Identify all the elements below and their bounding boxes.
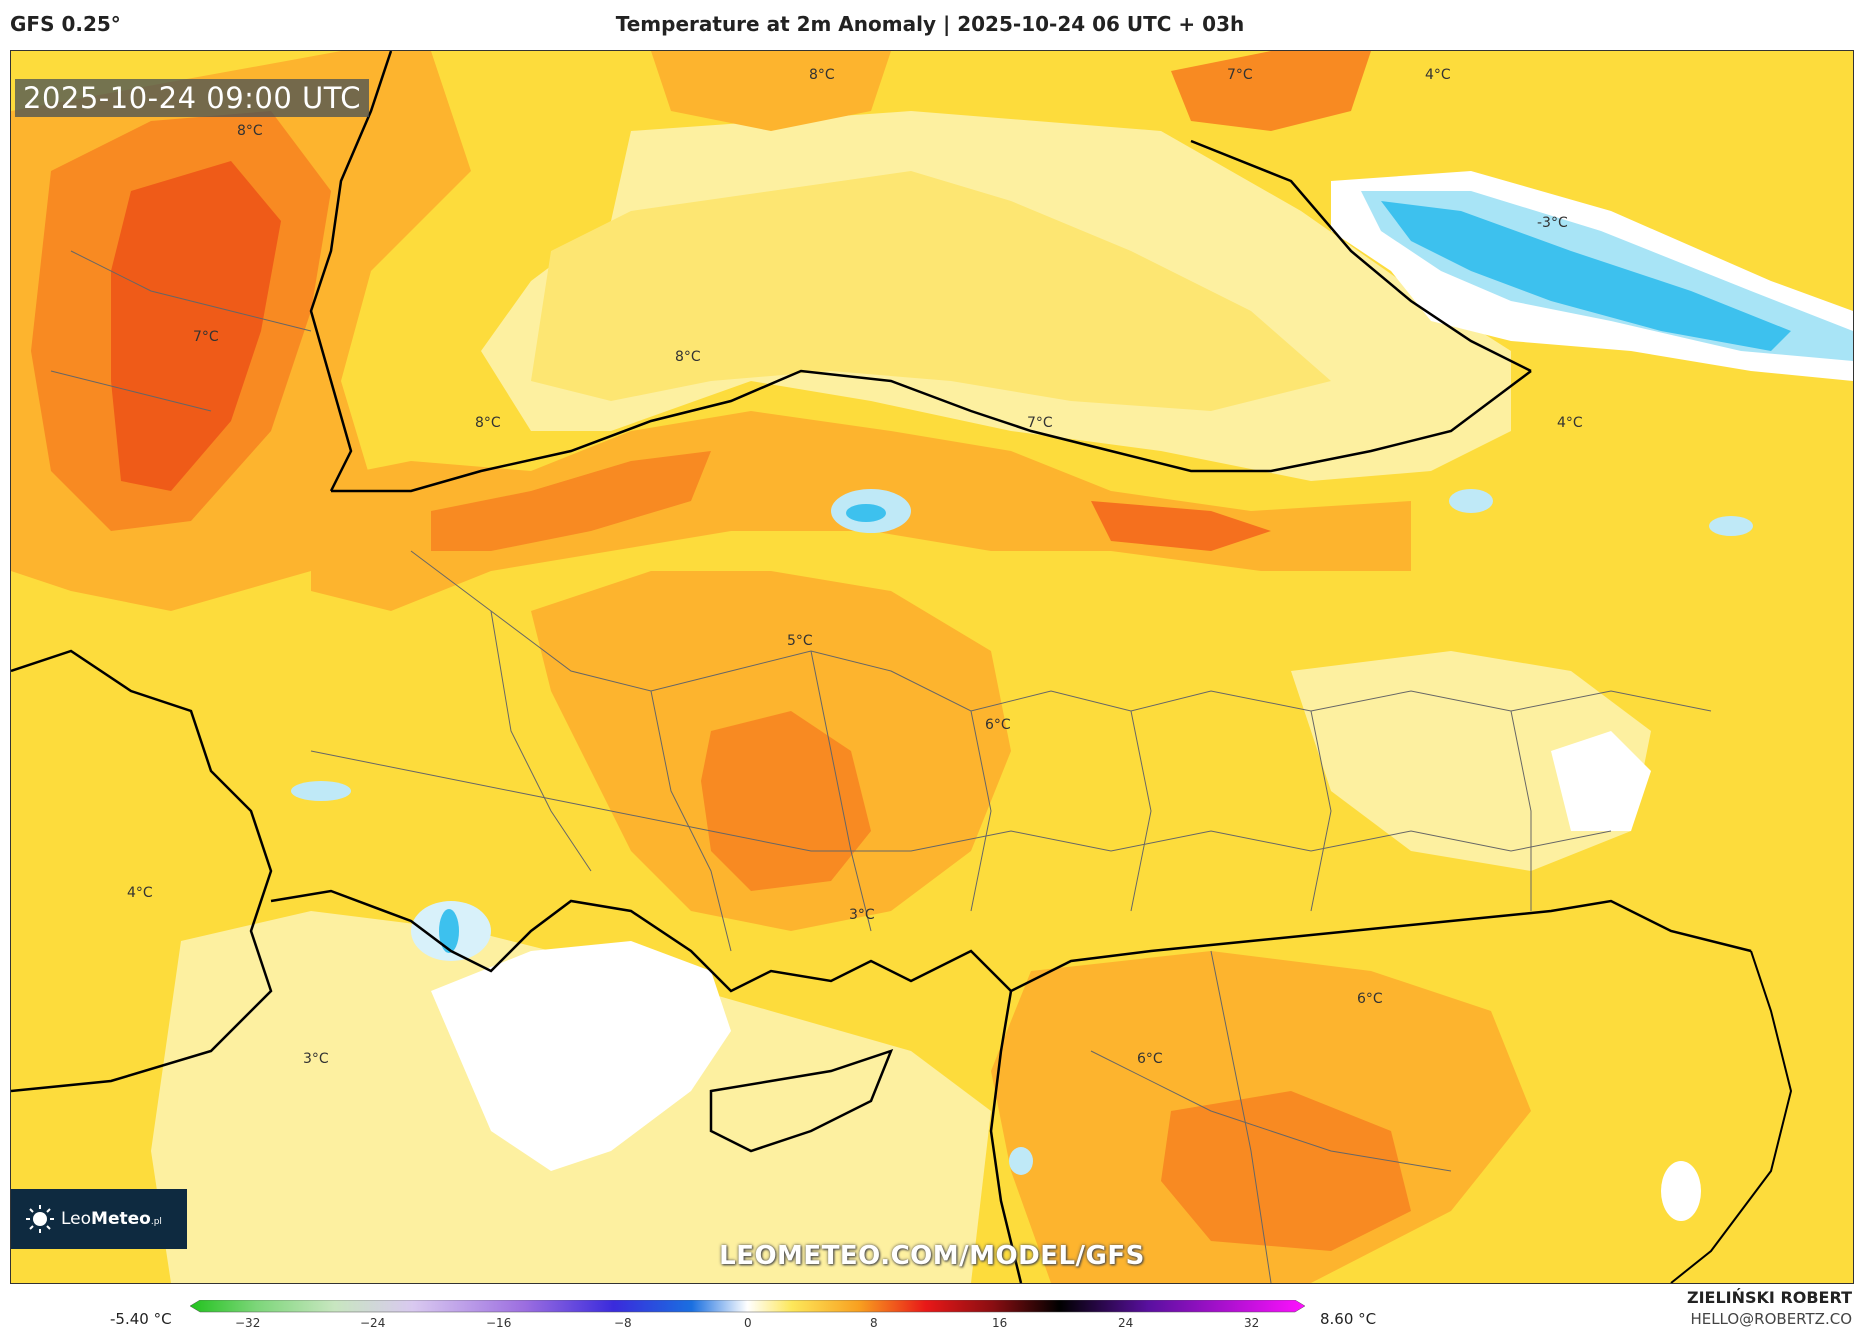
- levant-coastline: [989, 990, 1023, 1283]
- east-white-patch: [1551, 731, 1651, 831]
- cold-spot-west: [291, 781, 351, 801]
- colorbar-tick: −8: [614, 1316, 632, 1330]
- map-label: 5°C: [787, 633, 813, 649]
- map-label: 8°C: [675, 349, 701, 365]
- colorbar-tick: −32: [235, 1316, 261, 1330]
- map-label: 6°C: [1357, 991, 1383, 1007]
- colorbar-tick: 16: [992, 1316, 1008, 1330]
- east-pale-zone: [1291, 651, 1651, 871]
- sun-icon: [26, 1205, 54, 1233]
- map-label: 3°C: [849, 907, 875, 923]
- mediterranean-coastline: [270, 889, 1012, 993]
- map-label: -3°C: [1537, 215, 1568, 231]
- aegean-coast: [11, 649, 273, 1093]
- colorbar-min-label: -5.40 °C: [110, 1310, 172, 1328]
- north-coast-hot-belt: [431, 451, 711, 551]
- cold-spot-east: [1709, 516, 1753, 536]
- cold-spot-central-north-core: [846, 504, 886, 522]
- logo-text: LeoMeteo.pl: [61, 1209, 162, 1229]
- anomaly-map: [11, 51, 1853, 1283]
- syria-border: [1010, 899, 1752, 993]
- map-label: 4°C: [1425, 67, 1451, 83]
- map-label: 8°C: [475, 415, 501, 431]
- map-label: 8°C: [237, 123, 263, 139]
- cold-spot-levant: [1009, 1147, 1033, 1175]
- author-name: ZIELIŃSKI ROBERT: [1686, 1288, 1852, 1307]
- map-label: 4°C: [1557, 415, 1583, 431]
- southeast-hot-zone: [1161, 1091, 1411, 1251]
- iraq-border: [1670, 950, 1793, 1283]
- model-name: GFS 0.25°: [10, 12, 121, 36]
- map-label: 8°C: [809, 67, 835, 83]
- colorbar-tick: 32: [1244, 1316, 1260, 1330]
- map-title: Temperature at 2m Anomaly | 2025-10-24 0…: [615, 12, 1245, 36]
- central-anatolia-hot-zone: [701, 711, 871, 891]
- colorbar-tick: −24: [360, 1316, 386, 1330]
- site-watermark: LEOMETEO.COM/MODEL/GFS: [719, 1241, 1145, 1271]
- colorbar-tick: 8: [870, 1316, 878, 1330]
- colorbar-tick: 0: [744, 1316, 752, 1330]
- valid-time-badge: 2025-10-24 09:00 UTC: [15, 79, 370, 117]
- north-east-hot-patch: [1091, 501, 1271, 551]
- map-label: 7°C: [193, 329, 219, 345]
- province-lines: [50, 250, 1712, 1283]
- map-label: 4°C: [127, 885, 153, 901]
- north-top-hot-patch: [1171, 51, 1371, 131]
- black-sea-mid-zone: [531, 171, 1331, 411]
- colorbar-max-label: 8.60 °C: [1320, 1310, 1377, 1328]
- colorbar-tick: −16: [486, 1316, 512, 1330]
- colorbar: [190, 1300, 1305, 1313]
- cold-spot-south-east: [1661, 1161, 1701, 1221]
- map-label: 6°C: [1137, 1051, 1163, 1067]
- caucasus-blue-band: [1381, 201, 1791, 351]
- cyprus-island: [709, 1048, 894, 1153]
- mediterranean-white-zone: [431, 941, 731, 1171]
- colorbar-tick: 24: [1118, 1316, 1134, 1330]
- map-label: 7°C: [1027, 415, 1053, 431]
- black-sea-coastline: [331, 369, 1532, 493]
- west-balkan-coast: [309, 51, 393, 492]
- colorbar-ticks: −32 −24 −16 −8 0 8 16 24 32: [190, 1316, 1305, 1336]
- north-top-warm-patch: [651, 51, 891, 131]
- map-label: 6°C: [985, 717, 1011, 733]
- leometeo-logo[interactable]: LeoMeteo.pl: [11, 1189, 187, 1249]
- cold-spot-southwest-core: [439, 909, 459, 953]
- caucasus-coastline: [1190, 139, 1532, 373]
- cold-spot-northeast: [1449, 489, 1493, 513]
- map-label: 7°C: [1227, 67, 1253, 83]
- map-label: 3°C: [303, 1051, 329, 1067]
- author-email[interactable]: HELLO@ROBERTZ.CO: [1690, 1310, 1852, 1328]
- west-hottest-zone: [111, 161, 281, 491]
- map-area[interactable]: 2025-10-24 09:00 UTC 8°C 7°C 4°C 8°C -3°…: [10, 50, 1854, 1284]
